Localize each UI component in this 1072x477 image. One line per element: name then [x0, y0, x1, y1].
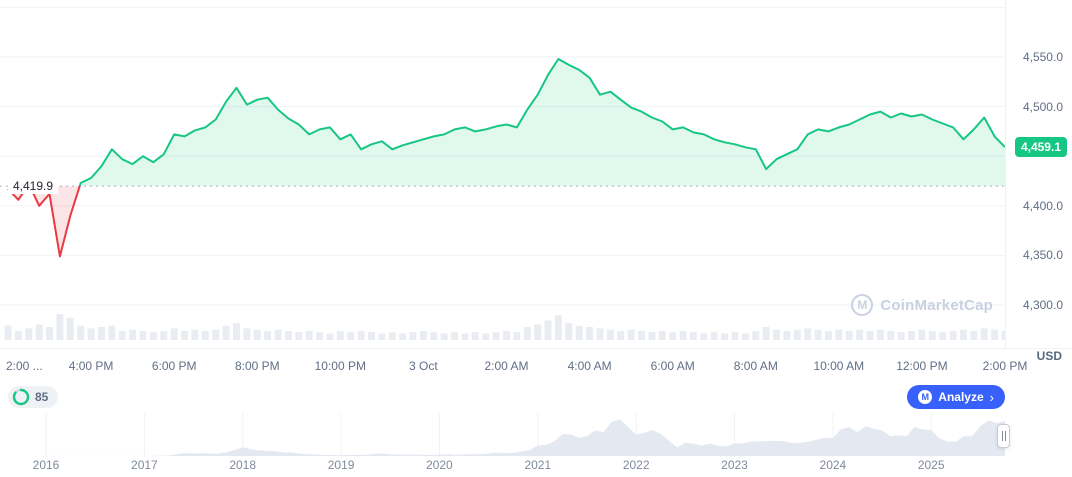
x-axis-label: 10:00 AM	[813, 359, 865, 373]
chevron-right-icon: ›	[989, 389, 994, 405]
health-gauge-icon	[12, 388, 30, 406]
x-axis-label: 2:00 AM	[484, 359, 529, 373]
market-health-badge[interactable]: 85	[8, 386, 59, 408]
range-navigator[interactable]	[0, 413, 1072, 457]
current-price-badge: 4,459.1	[1014, 137, 1067, 158]
y-axis-label: 4,300.0	[1022, 298, 1063, 312]
baseline-price-label: 4,419.9	[8, 178, 59, 195]
y-axis-label: 4,350.0	[1022, 248, 1063, 263]
x-axis-label: 8:00 AM	[733, 359, 778, 373]
navigator-year-label: 2018	[229, 458, 257, 472]
analyze-button[interactable]: M Analyze ›	[907, 385, 1005, 409]
navigator-chart-svg	[45, 413, 1005, 457]
x-axis-label: 3 Oct	[409, 359, 438, 373]
y-axis-label: 4,500.0	[1022, 99, 1063, 114]
navigator-year-label: 2019	[327, 458, 355, 472]
x-axis-label: 6:00 PM	[151, 359, 197, 373]
navigator-year-label: 2020	[426, 458, 453, 472]
x-axis-label: 4:00 PM	[68, 359, 114, 373]
navigator-year-label: 2023	[721, 458, 748, 472]
x-axis-label: 12:00 PM	[896, 359, 948, 373]
y-axis-label: 4,550.0	[1022, 50, 1063, 64]
coinmarketcap-logo-icon: M	[918, 390, 933, 404]
grip-icon	[1001, 431, 1003, 441]
y-axis: 4,459.1 4,550.0 4,500.0 4,400.0 4,350.0 4,30…	[1005, 0, 1072, 348]
price-chart-svg	[0, 6, 1005, 340]
market-health-score: 85	[35, 390, 49, 404]
navigator-year-label: 2016	[32, 458, 60, 472]
x-axis-label: 4:00 AM	[567, 359, 612, 373]
navigator-handle[interactable]	[997, 424, 1010, 448]
x-axis-label: 6:00 AM	[650, 359, 695, 373]
x-axis-label: 2:00 PM	[982, 359, 1028, 373]
currency-unit-label: USD	[1036, 349, 1062, 363]
analyze-button-label: Analyze	[938, 390, 984, 404]
y-axis-label: 4,400.0	[1022, 198, 1063, 213]
navigator-year-label: 2025	[917, 458, 945, 472]
watermark: M CoinMarketCap	[851, 294, 993, 316]
watermark-label: CoinMarketCap	[880, 296, 993, 314]
navigator-year-label: 2022	[622, 458, 650, 472]
navigator-year-label: 2021	[524, 458, 552, 472]
navigator-year-label: 2017	[131, 458, 158, 472]
navigator-year-axis: 2016 2017 2018 2019 2020 2021 2022 2023 2024 2025	[0, 458, 1072, 474]
navigator-year-label: 2024	[819, 458, 847, 472]
x-axis-label: 2:00 ...	[6, 359, 43, 373]
x-axis: 2:00 ... 4:00 PM 6:00 PM 8:00 PM 10:00 PM 3 O…	[0, 348, 1072, 378]
x-axis-label: 8:00 PM	[234, 359, 280, 373]
coinmarketcap-logo-icon: M	[851, 294, 874, 316]
x-axis-label: 10:00 PM	[314, 359, 366, 373]
grip-icon	[1004, 431, 1006, 441]
price-chart[interactable]: 4,419.9 M CoinMarketCap	[0, 0, 1005, 348]
